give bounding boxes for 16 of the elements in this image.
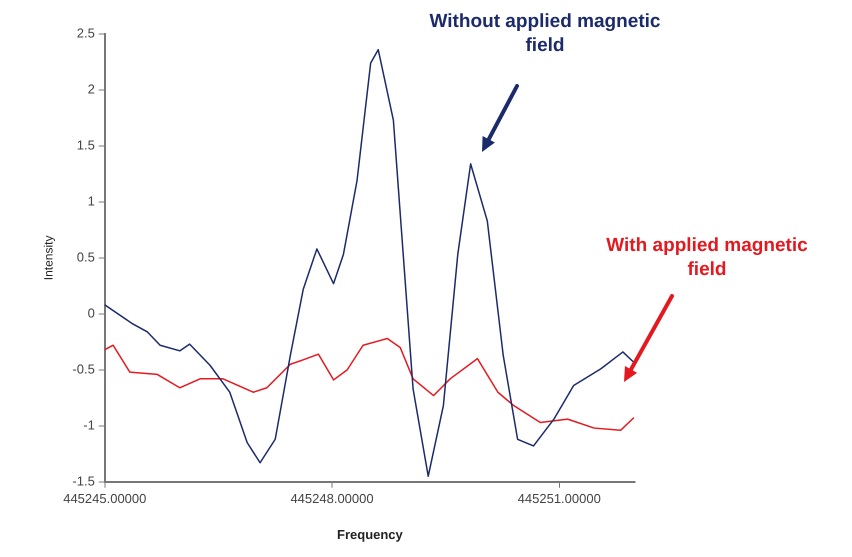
y-tick-label: 0.5 — [76, 249, 95, 264]
y-tick-label: 2 — [88, 82, 95, 97]
annotation: With applied magnetic field — [606, 235, 808, 280]
y-tick-label: -0.5 — [72, 361, 95, 376]
y-tick-label: 2.5 — [76, 26, 95, 41]
annotation: Without applied magnetic field — [430, 11, 661, 56]
y-axis-title: Intensity — [42, 236, 56, 280]
y-tick-label: -1 — [83, 417, 95, 432]
x-tick-label: 445248.00000 — [290, 491, 374, 506]
y-tick-label: 1.5 — [76, 138, 95, 153]
x-tick-label: 445245.00000 — [63, 491, 146, 506]
y-tick-label: -1.5 — [72, 473, 95, 488]
y-tick-label: 0 — [88, 305, 95, 320]
x-axis-title: Frequency — [337, 526, 404, 542]
x-tick-label: 445251.00000 — [518, 491, 601, 506]
y-tick-label: 1 — [88, 194, 95, 209]
